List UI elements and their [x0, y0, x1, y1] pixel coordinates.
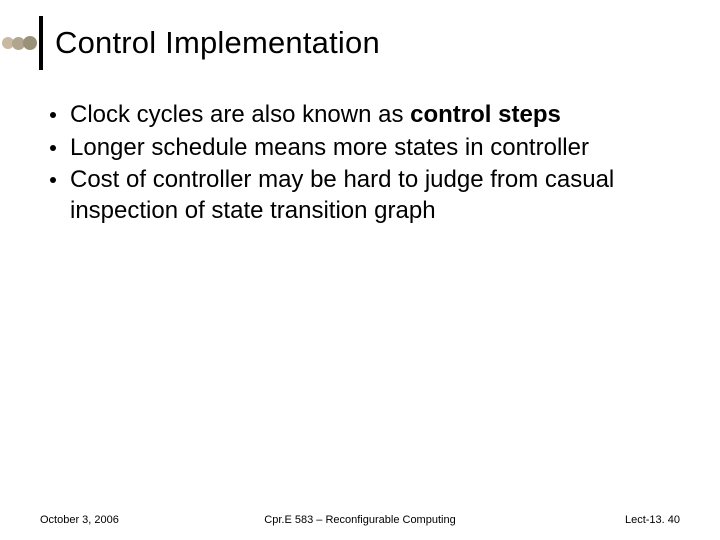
slide-footer: October 3, 2006 Cpr.E 583 – Reconfigurab…: [40, 514, 680, 526]
title-decor-bar: [39, 16, 43, 70]
slide-title: Control Implementation: [55, 25, 380, 61]
bullet-marker: [50, 177, 56, 183]
title-decor-dots: [2, 36, 37, 50]
bullet-text: Longer schedule means more states in con…: [70, 133, 589, 164]
footer-course: Cpr.E 583 – Reconfigurable Computing: [264, 514, 455, 526]
bullet-text: Clock cycles are also known as control s…: [70, 100, 561, 131]
bullet-text-pre: Longer schedule means more states in con…: [70, 134, 589, 161]
title-row: Control Implementation: [0, 16, 380, 70]
slide-container: { "title": "Control Implementation", "ti…: [0, 0, 720, 540]
footer-date: October 3, 2006: [40, 514, 119, 526]
bullet-item: Longer schedule means more states in con…: [50, 133, 684, 164]
footer-lecture-number: Lect-13. 40: [625, 514, 680, 526]
slide-content: Clock cycles are also known as control s…: [50, 100, 684, 229]
bullet-text-pre: Clock cycles are also known as: [70, 101, 410, 128]
bullet-text-pre: Cost of controller may be hard to judge …: [70, 166, 614, 224]
bullet-marker: [50, 145, 56, 151]
bullet-item: Clock cycles are also known as control s…: [50, 100, 684, 131]
bullet-text: Cost of controller may be hard to judge …: [70, 165, 684, 226]
bullet-marker: [50, 112, 56, 118]
decor-dot-3: [23, 36, 37, 50]
bullet-text-bold: control steps: [410, 101, 561, 128]
bullet-item: Cost of controller may be hard to judge …: [50, 165, 684, 226]
